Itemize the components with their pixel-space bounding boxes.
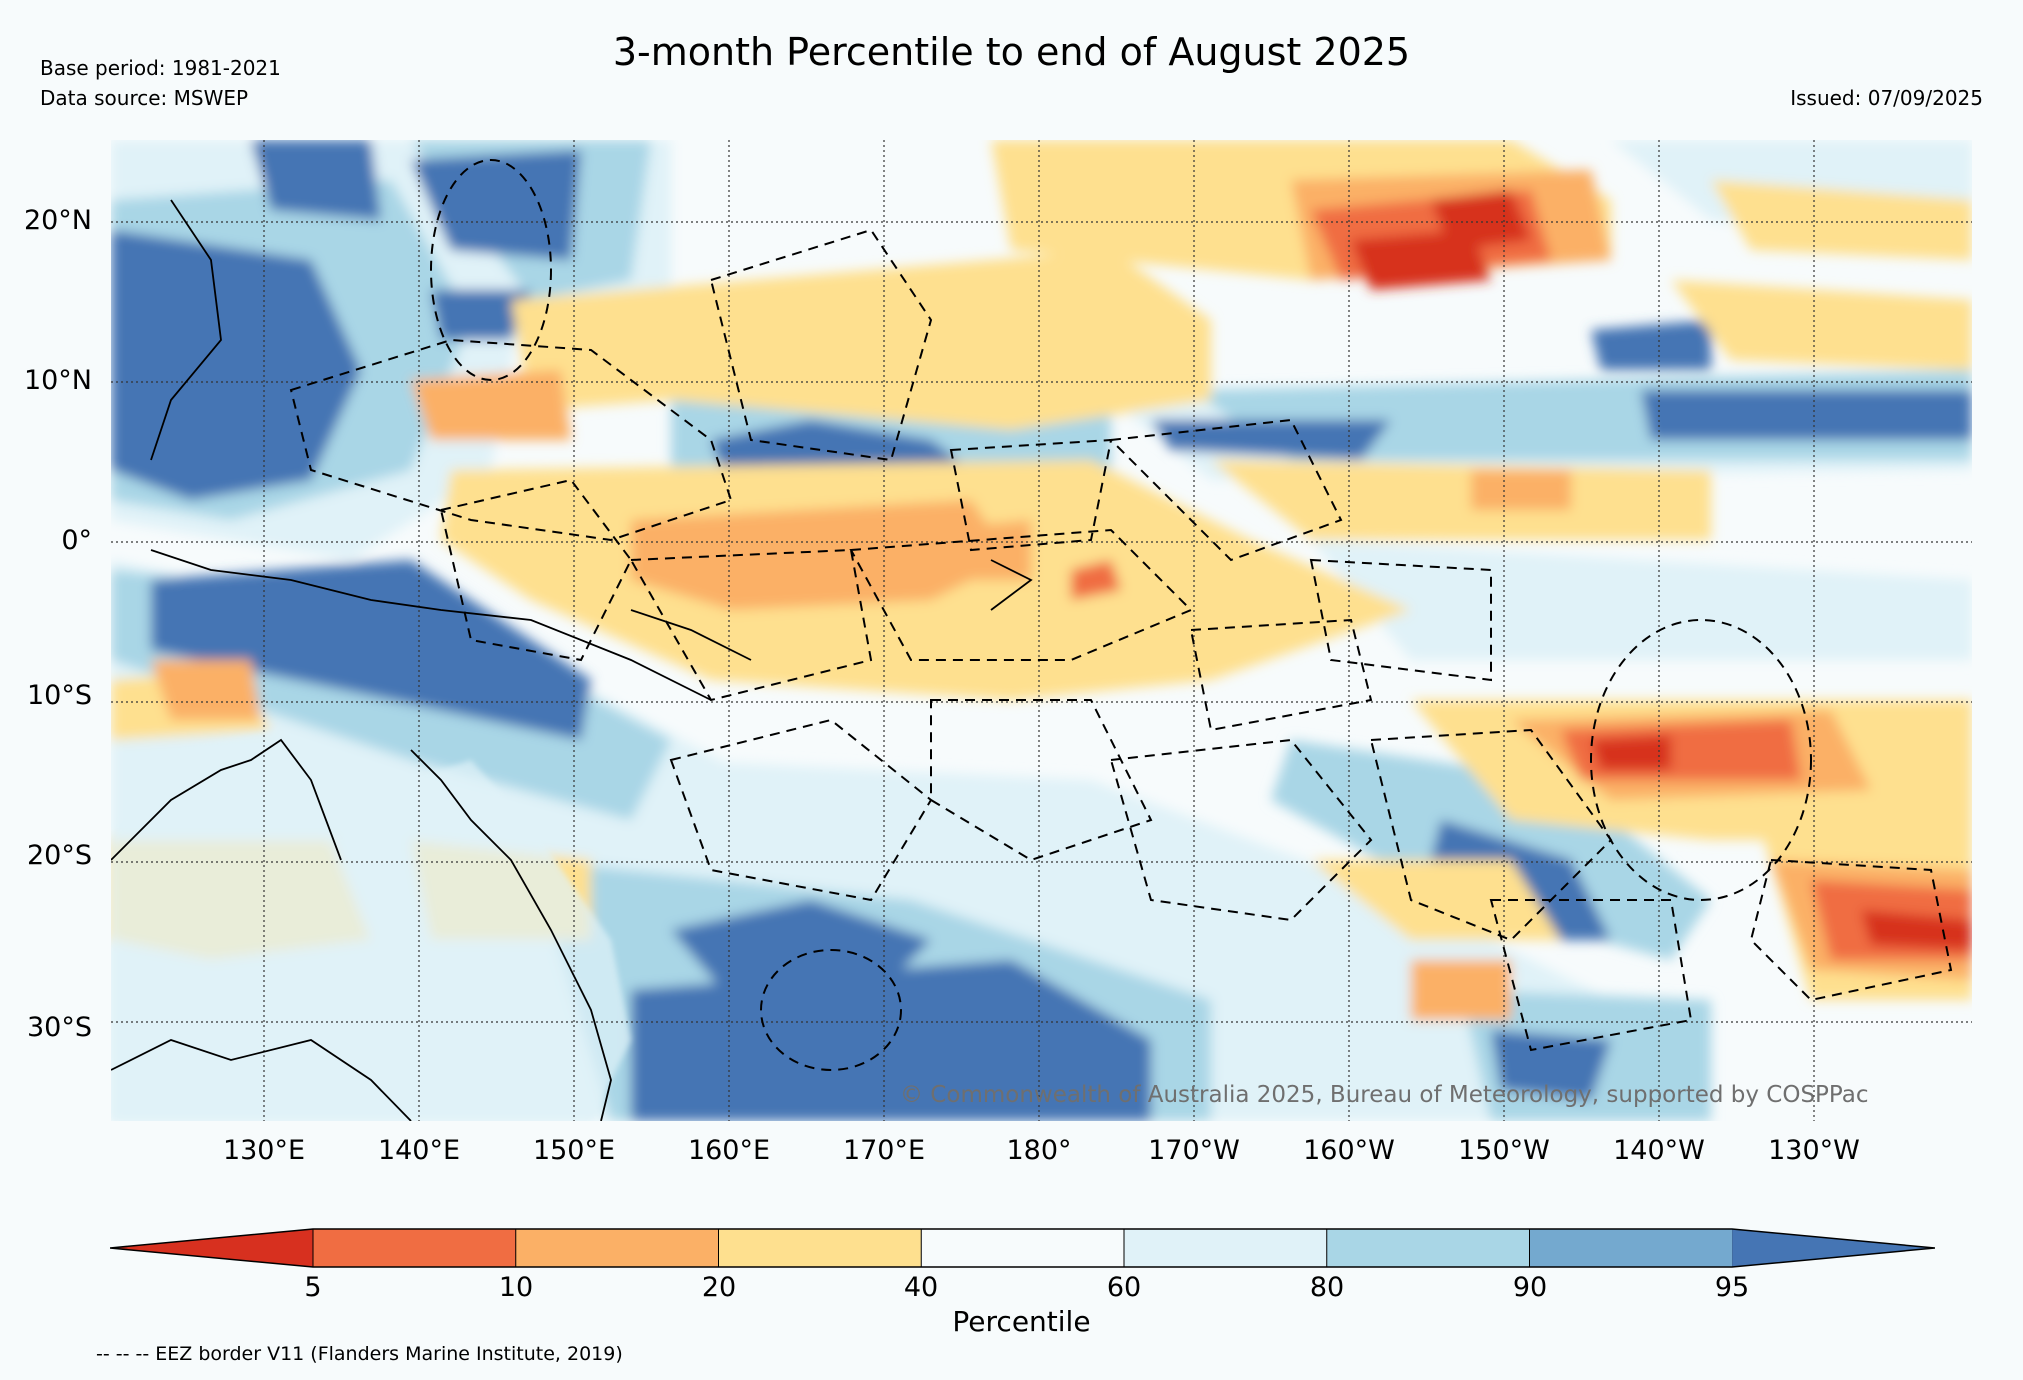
colorbar-segment xyxy=(718,1228,923,1268)
lon-label-160w: 160°W xyxy=(1303,1135,1395,1166)
colorbar-tick-5: 5 xyxy=(304,1272,322,1303)
colorbar-segment xyxy=(1326,1228,1531,1268)
colorbar-extend-high xyxy=(1732,1229,1935,1267)
eez-footnote: -- -- -- EEZ border V11 (Flanders Marine… xyxy=(96,1343,623,1365)
lon-label-170w: 170°W xyxy=(1148,1135,1240,1166)
issued-date: Issued: 07/09/2025 xyxy=(1790,86,1983,110)
colorbar-tick-60: 60 xyxy=(1106,1272,1142,1303)
lat-label-10n: 10°N xyxy=(23,365,92,396)
colorbar-segment xyxy=(312,1228,517,1268)
lon-label-130w: 130°W xyxy=(1768,1135,1860,1166)
colorbar-tick-20: 20 xyxy=(701,1272,737,1303)
colorbar xyxy=(110,1228,1935,1268)
lon-label-130e: 130°E xyxy=(222,1135,306,1166)
lon-label-180: 180° xyxy=(1006,1135,1072,1166)
data-source-note: Data source: MSWEP xyxy=(40,86,249,110)
lat-label-20s: 20°S xyxy=(27,840,92,871)
land-areas xyxy=(111,730,631,1121)
lat-label-0: 0° xyxy=(61,525,92,556)
lat-label-30s: 30°S xyxy=(27,1012,92,1043)
colorbar-tick-90: 90 xyxy=(1512,1272,1548,1303)
colorbar-tick-80: 80 xyxy=(1309,1272,1345,1303)
map-canvas xyxy=(111,140,1972,1121)
lon-label-140w: 140°W xyxy=(1613,1135,1705,1166)
colorbar-segment xyxy=(920,1228,1125,1268)
colorbar-segment xyxy=(515,1228,720,1268)
lon-label-140e: 140°E xyxy=(377,1135,461,1166)
colorbar-tick-10: 10 xyxy=(498,1272,534,1303)
colorbar-segment xyxy=(1529,1228,1734,1268)
lon-label-170e: 170°E xyxy=(842,1135,926,1166)
colorbar-extend-low xyxy=(110,1229,313,1267)
lon-label-150w: 150°W xyxy=(1458,1135,1550,1166)
percentile-fields xyxy=(111,140,1972,1121)
colorbar-segment xyxy=(1123,1228,1328,1268)
map-title: 3-month Percentile to end of August 2025 xyxy=(612,30,1411,74)
lat-label-10s: 10°S xyxy=(27,680,92,711)
colorbar-tick-40: 40 xyxy=(903,1272,939,1303)
base-period-note: Base period: 1981-2021 xyxy=(40,56,281,80)
lon-label-150e: 150°E xyxy=(532,1135,616,1166)
lon-label-160e: 160°E xyxy=(687,1135,771,1166)
eez-borders xyxy=(289,159,1953,1071)
coastlines xyxy=(111,199,1033,1121)
copyright-notice: © Commonwealth of Australia 2025, Bureau… xyxy=(900,1082,1869,1108)
colorbar-label: Percentile xyxy=(952,1305,1091,1338)
lat-label-20n: 20°N xyxy=(23,205,92,236)
percentile-map xyxy=(111,140,1972,1121)
colorbar-tick-95: 95 xyxy=(1714,1272,1750,1303)
